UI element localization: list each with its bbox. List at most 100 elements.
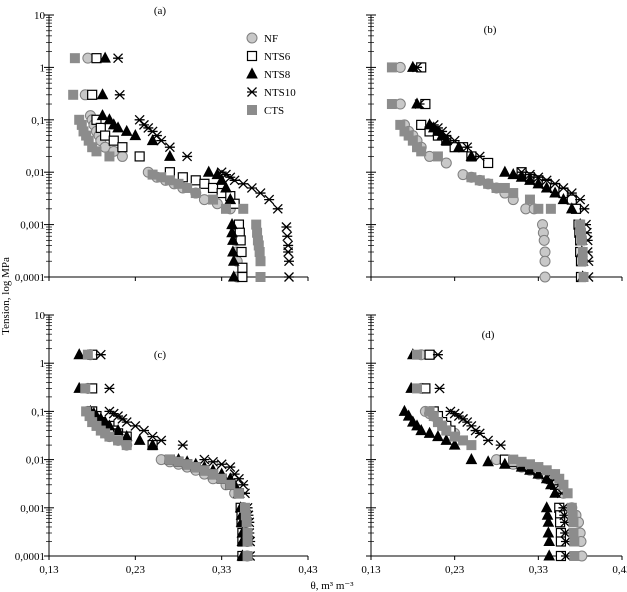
data-point — [386, 99, 397, 110]
series-cts — [68, 53, 266, 282]
series-cts — [412, 349, 580, 561]
data-point — [264, 194, 275, 205]
data-point — [432, 151, 443, 162]
data-point — [499, 457, 511, 469]
x-tick-label: 0,13 — [361, 564, 381, 576]
data-point — [412, 383, 423, 394]
x-tick-label: 0,13 — [39, 564, 59, 576]
data-point — [130, 420, 141, 431]
data-point — [227, 270, 240, 282]
data-point — [96, 109, 109, 121]
legend-label: NTS10 — [264, 87, 296, 99]
data-point — [215, 173, 228, 185]
data-point — [508, 188, 519, 199]
data-point — [113, 435, 124, 446]
data-point — [415, 424, 428, 436]
data-point — [448, 438, 461, 450]
data-point — [533, 203, 544, 214]
data-point — [386, 62, 397, 73]
data-point — [282, 231, 293, 242]
data-point — [147, 169, 158, 180]
data-point — [173, 456, 184, 467]
data-point — [164, 149, 176, 161]
data-point — [164, 142, 175, 153]
panel-3: 0,0001 0,001 0,01 0,1 1 10 0,13 0,23 0,33 0,43 (c) — [15, 310, 318, 576]
data-point — [177, 440, 188, 451]
data-point — [533, 172, 544, 183]
data-point — [208, 194, 219, 205]
x-tick-label: 0,23 — [445, 564, 465, 576]
data-point — [449, 431, 460, 442]
data-point — [255, 272, 266, 282]
data-point — [104, 383, 115, 394]
data-point — [539, 246, 551, 258]
data-point — [104, 151, 115, 162]
data-point — [575, 194, 586, 205]
data-point — [542, 515, 555, 527]
series-nts10 — [95, 349, 256, 561]
y-tick-label: 0,1 — [31, 406, 45, 418]
data-point — [440, 157, 452, 169]
data-point — [156, 135, 167, 146]
data-point — [272, 203, 283, 214]
data-point — [543, 549, 556, 561]
data-point — [533, 462, 544, 473]
data-point — [568, 517, 579, 528]
data-point — [164, 454, 175, 465]
series-nts6 — [87, 53, 248, 283]
data-point — [233, 473, 244, 484]
data-point — [578, 272, 589, 282]
legend-marker — [246, 67, 258, 79]
legend-label: NTS8 — [264, 69, 291, 81]
legend-label: NTS6 — [264, 51, 291, 63]
data-point — [524, 173, 536, 185]
data-point — [432, 430, 444, 442]
data-point — [220, 181, 232, 193]
data-point — [532, 177, 545, 189]
y-tick-label: 10 — [34, 10, 46, 22]
data-point — [255, 256, 266, 267]
series-nts8 — [407, 60, 589, 282]
panel-label: (c) — [154, 349, 167, 361]
legend-marker — [247, 105, 257, 115]
data-point — [416, 146, 427, 157]
data-point — [532, 467, 545, 479]
y-tick-label: 0,01 — [26, 455, 45, 467]
data-point — [549, 486, 561, 498]
data-point — [434, 383, 445, 394]
data-point — [540, 181, 553, 193]
series-nts8 — [96, 51, 240, 282]
data-point — [284, 272, 295, 282]
data-point — [465, 453, 478, 465]
data-point — [129, 129, 142, 141]
data-point — [133, 433, 146, 445]
panel-label: (b) — [484, 24, 497, 36]
data-point — [164, 175, 175, 186]
data-point — [283, 247, 294, 257]
panel-4: 0,13 0,23 0,33 0,43 (d) — [361, 314, 627, 576]
data-point — [449, 135, 460, 146]
data-point — [424, 349, 435, 360]
data-point — [120, 124, 133, 136]
data-point — [242, 528, 253, 539]
data-point — [507, 168, 520, 180]
legend: NF NTS6 NTS8 NTS10 CTS — [246, 32, 296, 117]
x-tick-label: 0,43 — [298, 564, 318, 576]
data-point — [173, 178, 184, 189]
data-point — [560, 536, 571, 547]
data-point — [577, 246, 588, 257]
data-point — [281, 222, 292, 232]
data-point — [225, 479, 236, 490]
data-point — [114, 89, 125, 100]
data-point — [229, 175, 240, 186]
data-point — [491, 182, 502, 193]
data-point — [208, 469, 219, 480]
data-point — [199, 454, 210, 465]
data-point — [483, 435, 494, 446]
data-point — [565, 202, 578, 214]
data-point — [108, 135, 119, 146]
panel-2: (b) — [366, 14, 623, 283]
data-point — [542, 526, 555, 538]
data-point — [87, 89, 98, 100]
